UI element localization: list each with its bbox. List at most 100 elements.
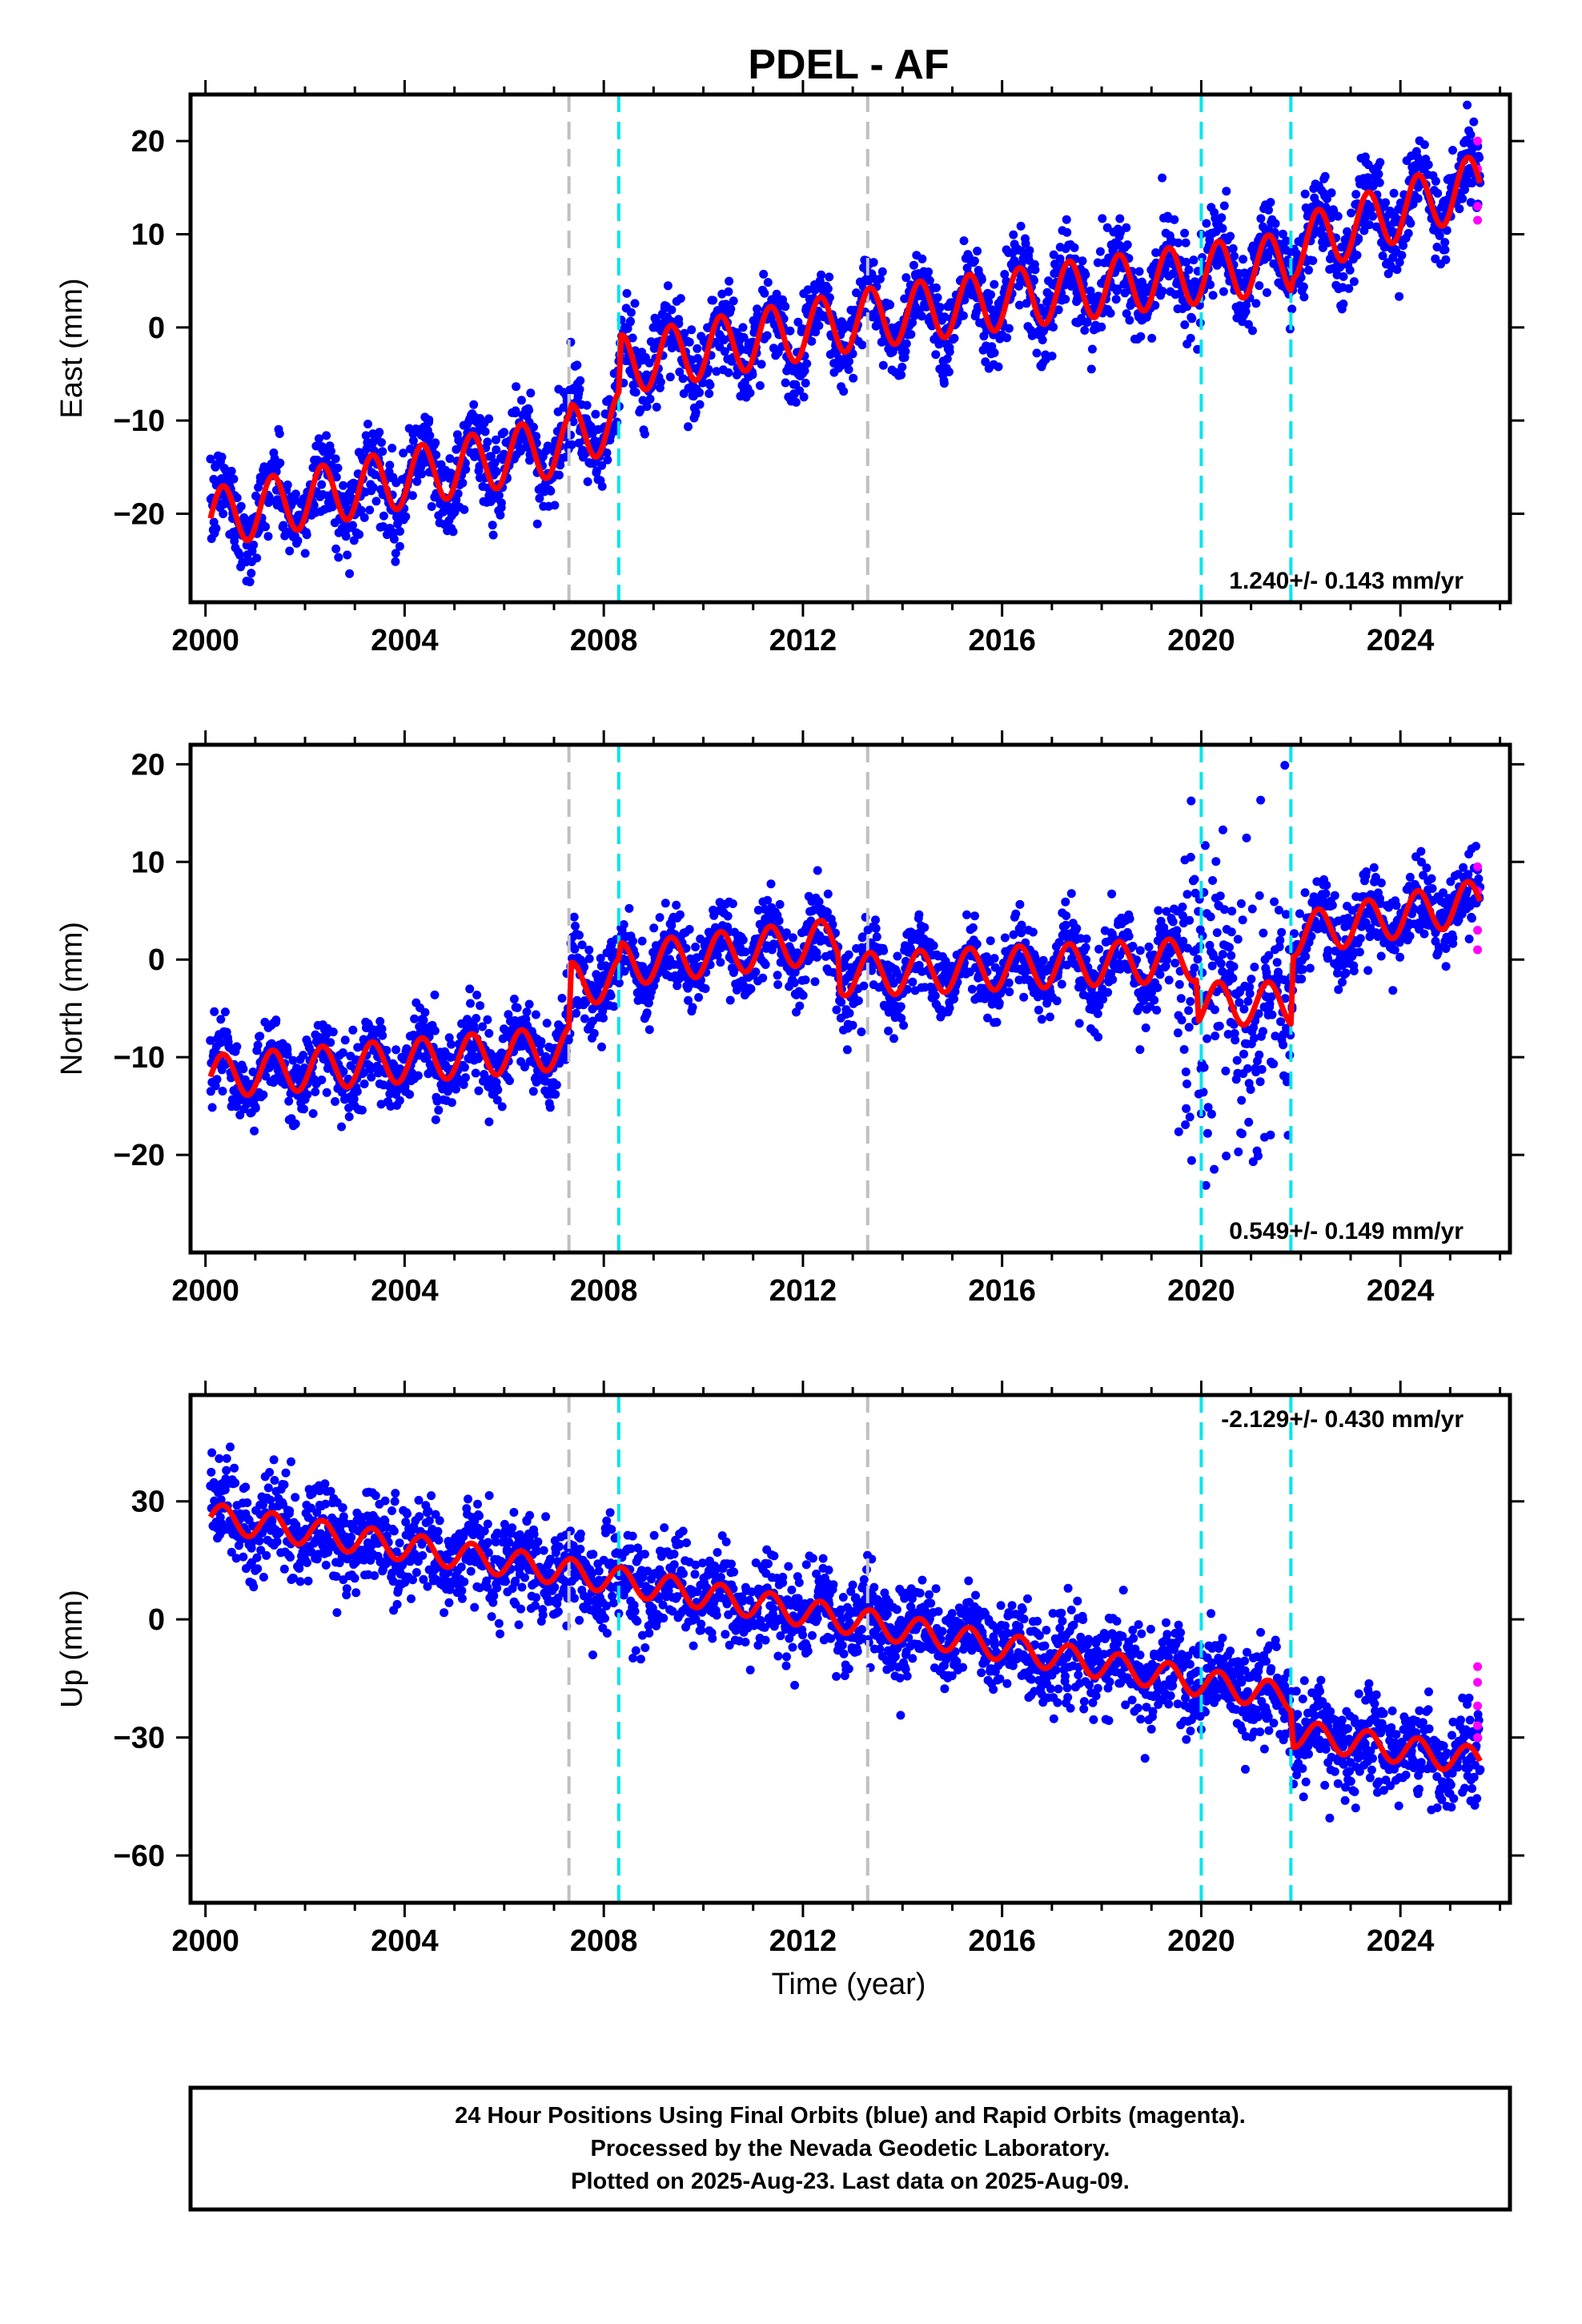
north-data-point (1000, 933, 1010, 943)
north-data-point (1232, 1055, 1242, 1065)
east-data-point (389, 534, 399, 544)
north-data-point (395, 1096, 404, 1105)
east-data-point (597, 460, 607, 470)
north-data-point (691, 943, 701, 951)
east-data-point (1078, 256, 1087, 266)
east-data-point (408, 491, 417, 501)
east-data-point (331, 544, 341, 553)
east-data-point (349, 536, 359, 545)
east-data-point (626, 316, 635, 326)
east-data-point (1158, 173, 1167, 183)
east-data-point (939, 379, 949, 388)
north-data-point (694, 993, 704, 1002)
east-data-point (762, 331, 772, 340)
north-data-point (1338, 978, 1347, 987)
east-data-point (245, 577, 255, 587)
north-data-point (483, 1015, 492, 1024)
east-data-point (803, 285, 813, 295)
north-data-point (1227, 927, 1236, 937)
north-data-point (1174, 1127, 1183, 1136)
east-x-tick-label: 2008 (570, 624, 638, 657)
north-data-point (1094, 1032, 1103, 1042)
east-data-point (1264, 205, 1273, 215)
east-data-point (1025, 246, 1034, 255)
north-data-point (572, 1008, 581, 1018)
north-data-point (1052, 996, 1062, 1006)
north-data-point (1210, 1164, 1219, 1174)
north-data-point (284, 1096, 294, 1106)
east-data-point (1055, 254, 1065, 263)
east-data-point (1187, 314, 1197, 324)
north-data-point (1125, 914, 1134, 923)
east-data-point (283, 480, 292, 489)
north-data-point (413, 1071, 423, 1080)
north-data-point (1015, 899, 1025, 909)
east-data-point (602, 448, 612, 457)
north-data-point (1221, 1066, 1231, 1076)
north-data-point (552, 1080, 561, 1090)
east-data-point (917, 312, 926, 321)
east-data-point (229, 474, 239, 484)
east-data-point (554, 470, 564, 480)
north-data-point (1179, 1045, 1189, 1054)
north-data-point (1369, 862, 1379, 872)
east-data-point (219, 509, 228, 519)
east-data-point (1327, 188, 1336, 198)
north-data-point (597, 1042, 606, 1051)
east-data-point (603, 455, 612, 464)
north-data-point (716, 958, 725, 967)
north-data-point (352, 1087, 362, 1096)
east-data-point (1000, 270, 1010, 279)
north-data-point (1349, 966, 1359, 975)
north-data-point (1231, 1035, 1240, 1045)
east-data-point (944, 367, 954, 376)
east-data-point (958, 311, 968, 320)
north-data-point (509, 995, 519, 1003)
north-data-point (920, 923, 930, 932)
east-data-point (475, 461, 484, 471)
east-data-point (901, 347, 910, 356)
east-data-point (343, 550, 352, 560)
east-y-tick-label: 10 (131, 218, 165, 251)
east-data-point (524, 405, 533, 415)
east-data-point (1030, 265, 1040, 275)
east-data-point (906, 330, 916, 339)
north-data-point (1028, 927, 1038, 937)
east-data-point (1271, 219, 1280, 228)
north-data-point (460, 1063, 469, 1072)
east-data-point (1287, 304, 1297, 314)
east-data-point (622, 288, 632, 298)
east-data-point (1448, 146, 1457, 155)
north-data-point (1082, 934, 1091, 943)
east-x-tick-label: 2004 (371, 624, 439, 657)
north-data-point (1199, 1063, 1209, 1072)
east-data-point (950, 333, 959, 343)
east-data-point (275, 429, 284, 438)
east-data-point (705, 389, 714, 398)
east-data-point (1375, 178, 1384, 187)
east-data-point (417, 469, 427, 479)
north-data-point (447, 1039, 456, 1049)
east-data-point (799, 392, 809, 402)
north-data-point (239, 1064, 248, 1074)
east-data-point (1374, 170, 1383, 179)
east-data-point (1248, 326, 1257, 336)
east-data-point (628, 380, 638, 390)
north-data-point (1215, 891, 1225, 901)
north-data-point (493, 1085, 503, 1095)
north-data-point (1011, 909, 1021, 919)
east-data-point (550, 501, 560, 510)
north-data-point (1182, 1104, 1191, 1113)
east-data-point (1300, 189, 1310, 199)
east-data-point (1219, 287, 1228, 296)
north-data-point (1257, 1064, 1267, 1074)
east-data-point (1021, 239, 1030, 248)
north-data-point (271, 1015, 281, 1025)
north-data-point (1181, 1120, 1191, 1129)
north-data-point (1341, 968, 1351, 978)
east-data-point (453, 489, 463, 498)
east-data-point (1419, 140, 1429, 150)
east-data-point (691, 408, 701, 417)
east-data-point (355, 529, 364, 539)
east-data-point (427, 502, 436, 511)
